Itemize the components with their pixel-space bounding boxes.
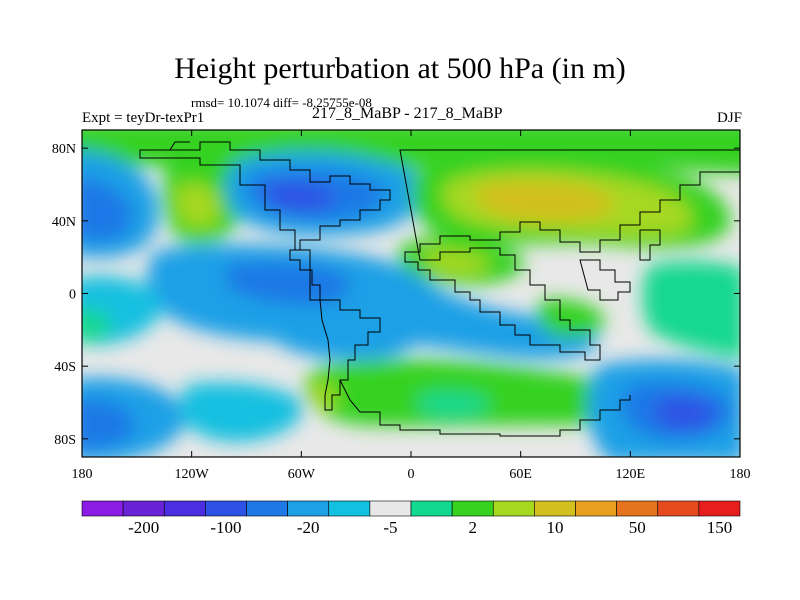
- south-atlantic-green: [416, 391, 491, 417]
- colorbar-bin: [616, 500, 659, 517]
- colorbar-label: 2: [468, 518, 477, 537]
- x-tick-label: 180: [730, 467, 751, 482]
- south-indian-green: [537, 298, 605, 338]
- case-label: 217_8_MaBP - 217_8_MaBP: [312, 105, 503, 122]
- sw-pacific-low-core: [82, 398, 136, 450]
- experiment-label: Expt = teyDr-texPr1: [82, 110, 205, 126]
- colorbar-label: 150: [707, 518, 733, 537]
- colorbar-bin: [657, 500, 700, 517]
- x-tick-label: 120W: [175, 467, 210, 482]
- x-tick-label: 180: [72, 467, 93, 482]
- ne-pacific-high-core: [175, 182, 221, 228]
- colorbar-bin: [534, 500, 576, 517]
- y-tick-label: 40N: [52, 215, 76, 230]
- x-tick-label: 60E: [509, 467, 532, 482]
- x-tick-label: 0: [408, 467, 415, 482]
- southern-positive-band: [304, 359, 661, 427]
- y-tick-label: 40S: [54, 360, 76, 375]
- colorbar-bin: [451, 500, 494, 517]
- colorbar-label: -5: [383, 518, 397, 537]
- south-pacific-cyan: [180, 382, 303, 442]
- tropical-weak-low-core: [224, 261, 351, 305]
- x-tick-label: 120E: [616, 467, 646, 482]
- eurasia-high-core: [475, 180, 615, 222]
- colorbar-bin: [205, 500, 247, 517]
- colorbar-bin: [81, 500, 124, 517]
- colorbar-bin: [410, 500, 453, 517]
- nw-pacific-low-core: [82, 178, 133, 242]
- east-pacific-green: [642, 261, 740, 359]
- japan-coast: [639, 229, 661, 261]
- north-america-coast: [139, 141, 391, 301]
- colorbar-bin: [163, 500, 206, 517]
- y-tick-label: 80S: [54, 433, 76, 448]
- north-america-low-core: [264, 181, 336, 213]
- x-tick-label: 60W: [288, 467, 316, 482]
- colorbar: -200 -100 -20 -5 2 10 50 150: [81, 500, 741, 537]
- colorbar-label: -200: [128, 518, 159, 537]
- x-axis: 180 120W 60W 0 60E 120E 180: [72, 130, 751, 482]
- colorbar-label: 10: [546, 518, 563, 537]
- colorbar-bin: [492, 500, 535, 517]
- rmsd-stats: rmsd= 10.1074 diff= -8.25755e-08: [191, 95, 372, 110]
- colorbar-label: -20: [297, 518, 320, 537]
- contour-field: [82, 130, 740, 457]
- arctic-green-band: [82, 130, 740, 174]
- chart-title: Height perturbation at 500 hPa (in m): [174, 52, 626, 85]
- y-axis: 80N 40N 0 40S 80S: [52, 142, 740, 448]
- greenland-coast: [169, 141, 190, 151]
- colorbar-label: -100: [210, 518, 241, 537]
- west-tropics-green: [82, 308, 112, 343]
- eurasia-coast: [399, 149, 740, 361]
- asia-east-coast: [579, 259, 631, 301]
- colorbar-bin: [369, 500, 412, 517]
- colorbar-bin: [575, 500, 617, 517]
- se-indian-low-core: [654, 396, 717, 430]
- y-tick-label: 0: [69, 288, 76, 303]
- colorbar-bin: [328, 500, 371, 517]
- antarctica-coast: [339, 379, 631, 437]
- colorbar-label: 50: [629, 518, 646, 537]
- colorbar-bin: [287, 500, 330, 517]
- coastlines: [139, 141, 740, 437]
- south-america-coast: [319, 299, 381, 411]
- season-label: DJF: [716, 110, 742, 126]
- y-tick-label: 80N: [52, 142, 76, 157]
- southern-positive-core: [310, 383, 339, 408]
- colorbar-bin: [698, 500, 741, 517]
- colorbar-bin: [246, 500, 288, 517]
- colorbar-bin: [122, 500, 165, 517]
